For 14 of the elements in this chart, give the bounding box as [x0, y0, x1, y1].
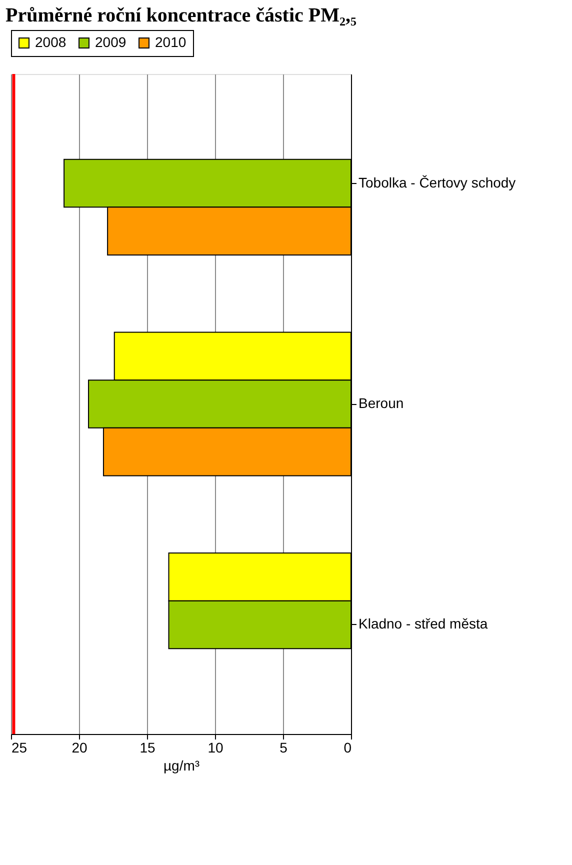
x-tick-label: 10	[208, 740, 224, 756]
x-tick-label: 0	[344, 740, 352, 756]
legend-label: 2010	[155, 34, 186, 50]
y-tick-label: Tobolka - Čertovy schody	[358, 174, 516, 190]
x-tick-label: 20	[72, 740, 88, 756]
chart-title: Průměrné roční koncentrace částic PM₂,₅	[6, 4, 356, 26]
x-tick-label: 15	[140, 740, 156, 756]
x-tick-label: 25	[12, 740, 28, 756]
y-tick-label: Beroun	[358, 395, 404, 411]
y-tick-label: Kladno - střed města	[358, 616, 488, 632]
x-axis-title: µg/m³	[163, 758, 200, 774]
legend-label: 2008	[35, 34, 66, 50]
x-tick-label: 5	[280, 740, 288, 756]
legend-label: 2009	[95, 34, 126, 50]
